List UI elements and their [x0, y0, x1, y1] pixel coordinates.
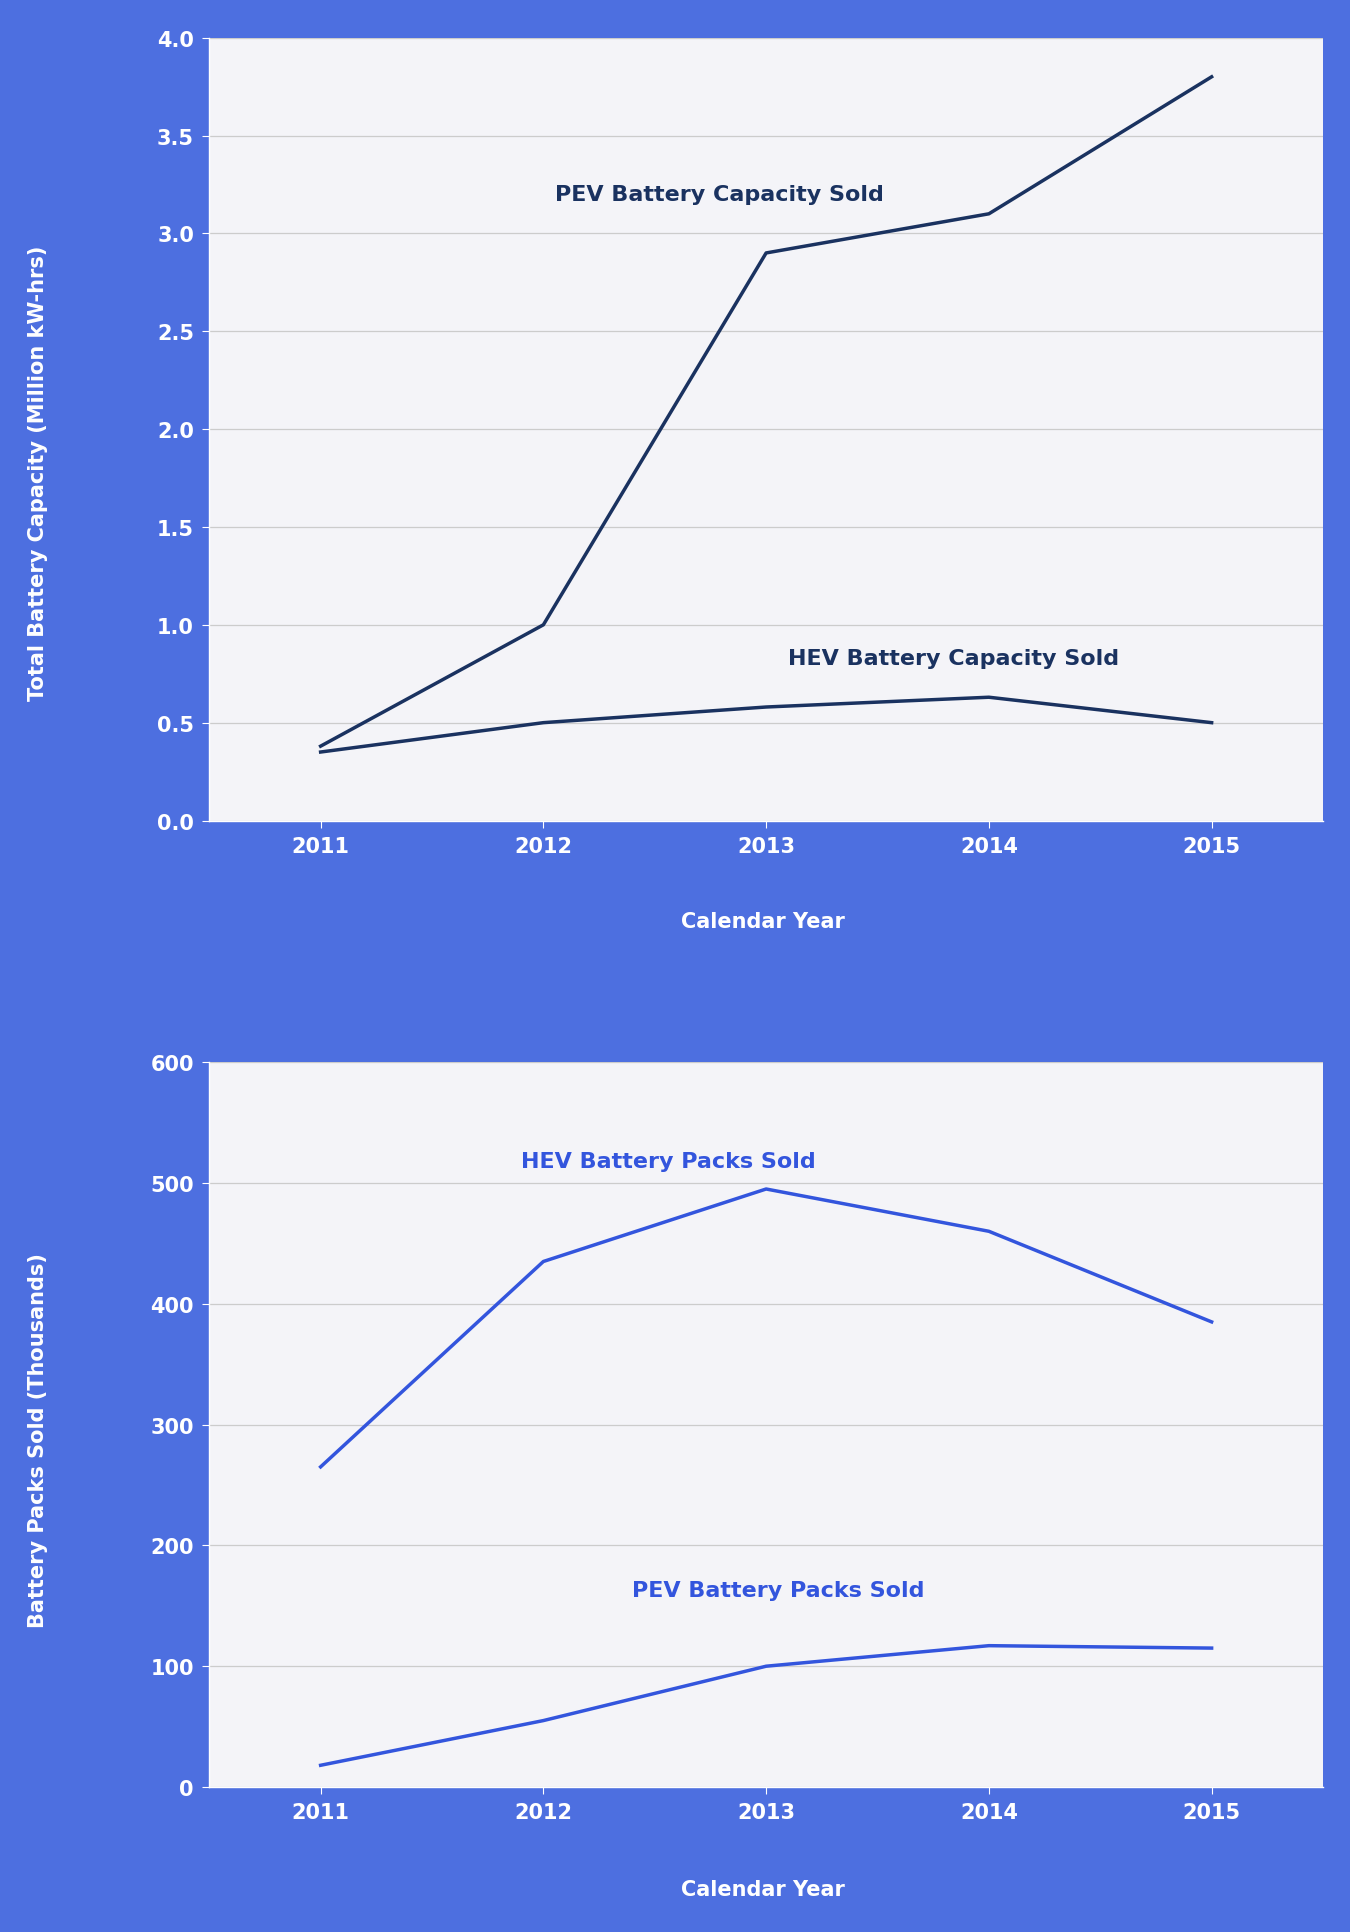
Text: Battery Packs Sold (Thousands): Battery Packs Sold (Thousands)	[28, 1252, 47, 1627]
Text: PEV Battery Packs Sold: PEV Battery Packs Sold	[633, 1580, 925, 1600]
Text: PEV Battery Capacity Sold: PEV Battery Capacity Sold	[555, 185, 883, 205]
Text: HEV Battery Capacity Sold: HEV Battery Capacity Sold	[788, 649, 1119, 668]
Text: Total Battery Capacity (Million kW-hrs): Total Battery Capacity (Million kW-hrs)	[28, 245, 47, 701]
Text: Calendar Year: Calendar Year	[680, 1880, 845, 1899]
Text: Calendar Year: Calendar Year	[680, 912, 845, 931]
Text: HEV Battery Packs Sold: HEV Battery Packs Sold	[521, 1151, 815, 1171]
